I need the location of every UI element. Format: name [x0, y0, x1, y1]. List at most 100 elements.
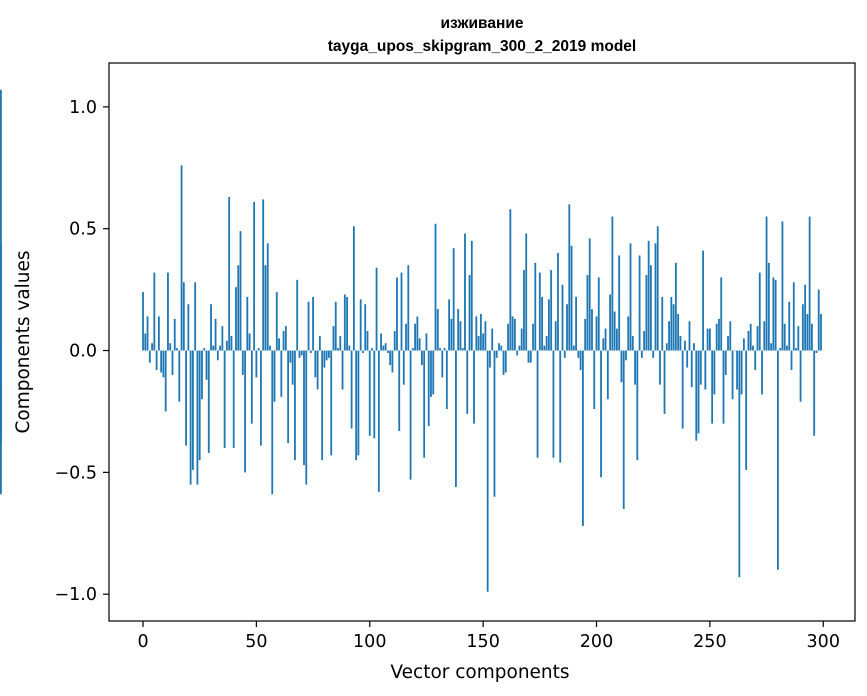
bar — [280, 350, 283, 397]
x-axis-ticks: 0 50 100 150 200 250 300 — [137, 621, 840, 652]
bar — [643, 331, 646, 351]
bar — [815, 350, 818, 353]
bar — [724, 350, 727, 375]
bar — [586, 274, 589, 351]
bar — [566, 304, 568, 351]
bar — [697, 350, 700, 434]
bar — [343, 294, 346, 351]
x-tick-label: 300 — [807, 632, 840, 652]
bar — [423, 350, 426, 458]
bar — [783, 323, 786, 351]
bar — [191, 350, 194, 470]
bar — [346, 296, 348, 351]
bar — [205, 350, 208, 380]
bar — [541, 296, 543, 351]
bar — [144, 333, 147, 351]
bar — [386, 350, 389, 353]
bar — [427, 350, 430, 427]
bar — [557, 253, 559, 351]
bar — [699, 350, 702, 385]
bar — [400, 272, 403, 351]
bar — [142, 292, 144, 351]
bar — [214, 318, 217, 351]
bar — [493, 350, 496, 497]
bar — [672, 304, 675, 351]
bar — [321, 350, 324, 461]
bar — [627, 316, 630, 351]
bar — [452, 248, 455, 351]
bar — [663, 350, 666, 414]
bar — [695, 350, 698, 441]
bar — [160, 350, 163, 373]
bar — [754, 350, 757, 371]
bar — [575, 296, 577, 351]
bar — [731, 350, 734, 400]
bar — [296, 279, 299, 351]
bar — [212, 345, 215, 351]
bar — [536, 350, 539, 458]
bar — [421, 350, 423, 366]
bar — [550, 270, 553, 351]
bar — [618, 255, 621, 351]
bar — [495, 350, 498, 358]
bar — [638, 255, 641, 351]
bar — [520, 328, 523, 351]
bar — [271, 350, 274, 495]
bar — [255, 350, 258, 378]
bar — [722, 350, 725, 424]
y-tick-label: 1.0 — [69, 98, 97, 118]
bar — [761, 350, 763, 395]
bar — [441, 350, 444, 378]
bar — [0, 89, 2, 351]
bar — [523, 270, 525, 351]
bar — [303, 350, 305, 466]
bar — [246, 296, 249, 351]
bar — [538, 272, 541, 351]
x-tick-label: 0 — [137, 632, 148, 652]
bar — [407, 265, 410, 351]
bar — [749, 323, 752, 351]
bar — [668, 321, 670, 351]
x-tick-label: 250 — [693, 632, 726, 652]
bar — [216, 350, 219, 361]
bar — [468, 274, 471, 351]
bar — [529, 350, 532, 363]
bar — [684, 340, 686, 351]
bar — [792, 282, 795, 351]
bar — [656, 226, 659, 351]
bar — [157, 316, 160, 351]
bar — [799, 350, 802, 402]
bar — [180, 165, 183, 351]
bar — [443, 348, 446, 351]
bar — [241, 350, 244, 375]
bar — [228, 197, 231, 351]
bar — [563, 350, 566, 358]
bar — [498, 343, 500, 351]
bar — [364, 304, 367, 351]
plot-area-frame — [108, 62, 856, 622]
bar — [665, 343, 668, 351]
bar — [625, 350, 627, 361]
bar — [239, 231, 242, 351]
bar — [547, 299, 550, 351]
bar — [414, 323, 417, 351]
bar — [323, 350, 326, 368]
bar — [377, 350, 380, 492]
bar — [0, 243, 2, 351]
bar — [325, 350, 328, 361]
bar — [609, 294, 612, 351]
bar — [328, 350, 330, 358]
bar — [155, 350, 158, 371]
bar — [269, 345, 271, 351]
bar — [368, 350, 371, 436]
bar — [507, 323, 509, 351]
bar — [588, 238, 591, 351]
bar — [357, 350, 360, 456]
bar — [355, 350, 358, 461]
bar — [561, 284, 564, 351]
bar — [176, 348, 178, 351]
bar — [688, 321, 691, 351]
bar — [359, 299, 362, 351]
bar — [525, 233, 528, 351]
